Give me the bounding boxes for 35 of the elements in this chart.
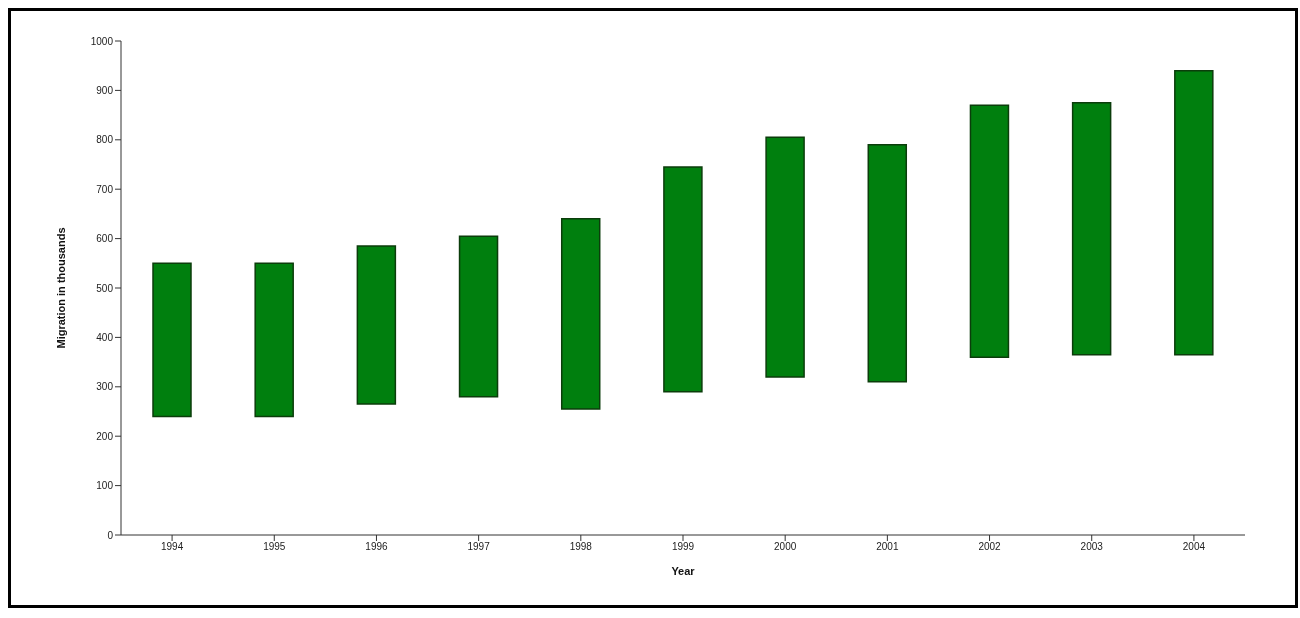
bar bbox=[560, 218, 601, 410]
y-tick-label: 300 bbox=[96, 381, 114, 393]
y-tick-label: 400 bbox=[96, 331, 114, 343]
x-tick-label: 1994 bbox=[160, 541, 184, 553]
y-tick-label: 1000 bbox=[90, 35, 114, 47]
bar bbox=[152, 262, 192, 418]
y-tick-label: 0 bbox=[107, 529, 114, 541]
x-tick-label: 2000 bbox=[774, 541, 797, 553]
y-tick-label: 900 bbox=[96, 84, 114, 96]
y-axis-title: Migration in thousands bbox=[54, 227, 67, 349]
bar bbox=[867, 143, 908, 383]
bar bbox=[765, 136, 805, 378]
bar bbox=[1071, 102, 1112, 356]
bar bbox=[1174, 69, 1214, 356]
x-tick-label: 1999 bbox=[671, 541, 695, 553]
y-tick-label: 700 bbox=[96, 183, 114, 195]
y-tick-label: 200 bbox=[96, 430, 114, 442]
bar bbox=[458, 235, 499, 398]
bar bbox=[663, 166, 703, 393]
x-tick-label: 2001 bbox=[876, 541, 899, 553]
y-tick-label: 100 bbox=[96, 480, 114, 492]
x-tick-label: 2002 bbox=[978, 541, 1002, 553]
bar bbox=[254, 262, 294, 418]
x-tick-label: 1996 bbox=[365, 541, 389, 553]
y-tick-label: 500 bbox=[96, 282, 114, 294]
bar bbox=[969, 104, 1010, 358]
x-tick-label: 2004 bbox=[1182, 541, 1206, 553]
x-tick-label: 1997 bbox=[467, 541, 491, 553]
y-tick-label: 600 bbox=[96, 233, 114, 245]
x-tick-label: 2003 bbox=[1080, 541, 1104, 553]
bar bbox=[356, 245, 397, 405]
x-tick-label: 1998 bbox=[569, 541, 593, 553]
x-axis-title: Year bbox=[671, 565, 696, 577]
x-tick-label: 1995 bbox=[263, 541, 286, 553]
y-tick-label: 800 bbox=[96, 134, 114, 146]
